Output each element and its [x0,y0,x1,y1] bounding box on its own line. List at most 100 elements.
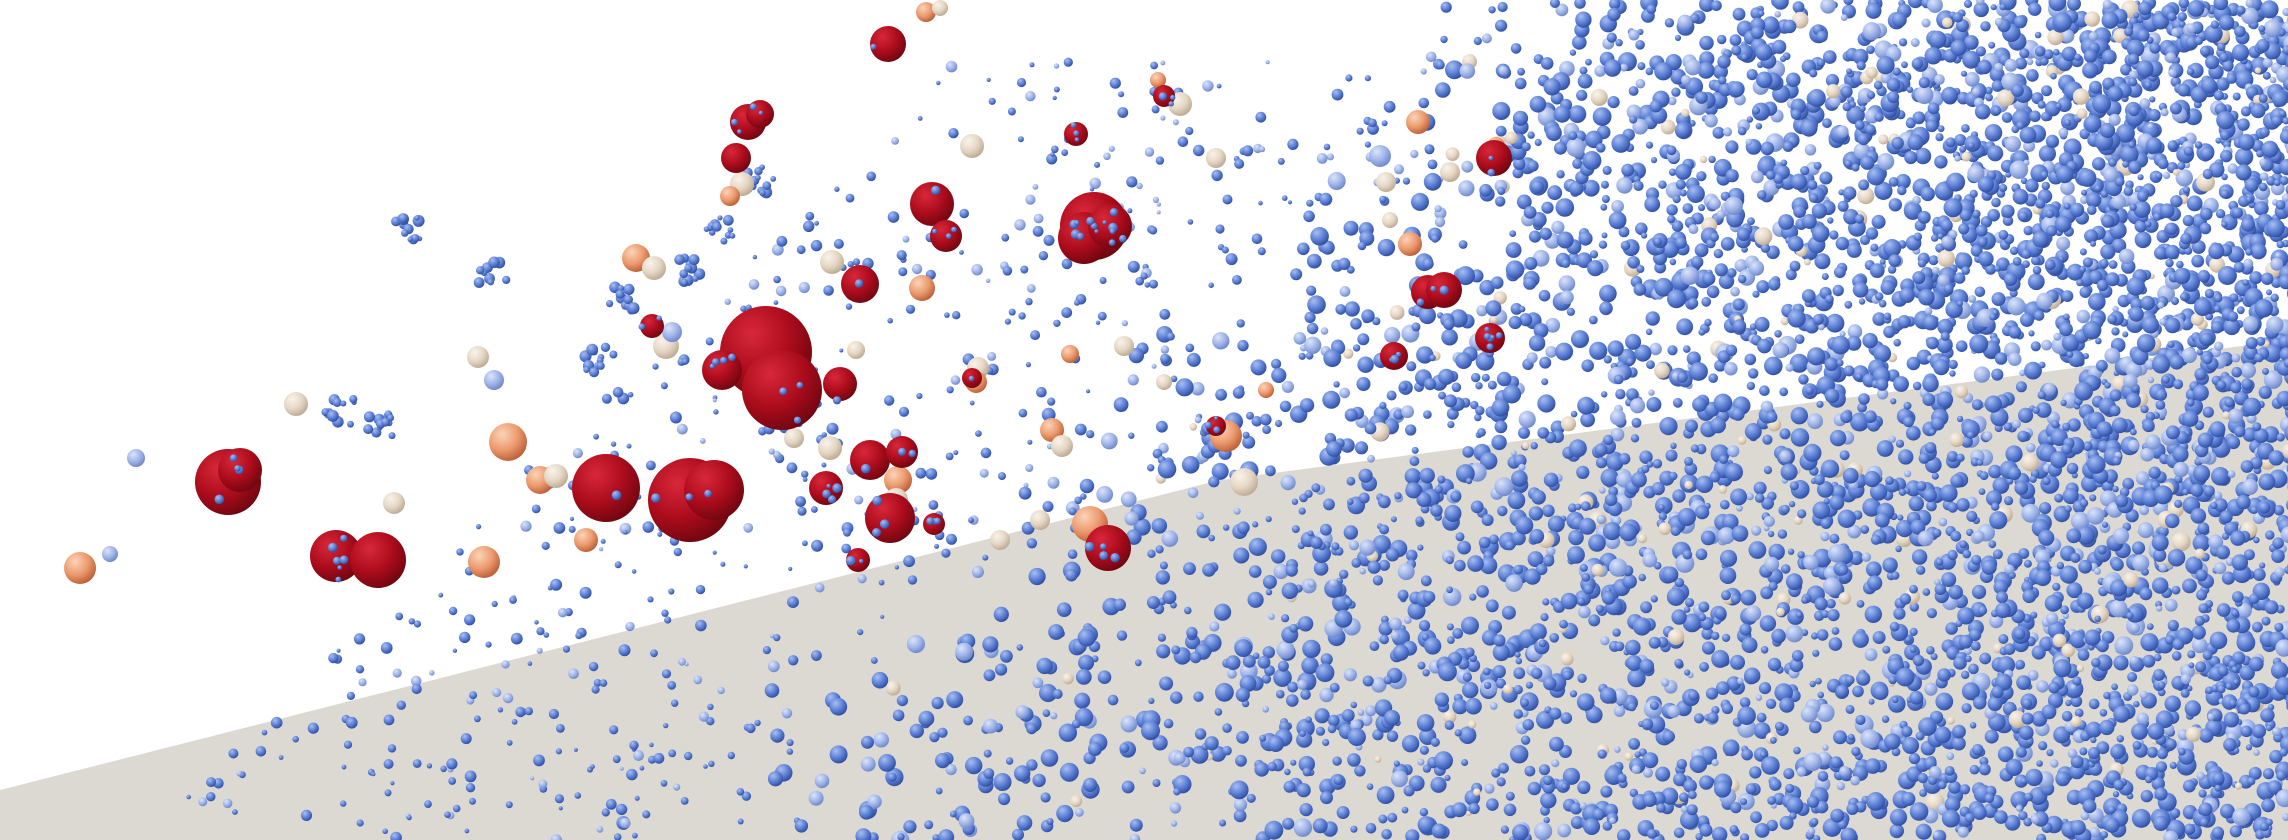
particle-blue [1638,573,1646,582]
particle-blue [1846,68,1853,75]
particle-blue [1236,731,1249,744]
particle-blue [1820,531,1830,542]
particle-blue [1983,431,1993,441]
particle-blue [2213,491,2223,501]
particle-blue [2163,171,2171,180]
particle-blue [1129,833,1141,840]
particle-blue [2229,699,2237,708]
particle-blue [1141,721,1160,741]
particle-blue [1215,388,1227,401]
particle-blue [2017,430,2029,443]
particle-blue [1840,85,1853,98]
particle-blue [1864,470,1881,488]
particle-blue [2149,96,2156,103]
particle-blue [1461,160,1474,173]
particle-blue [1510,450,1517,457]
particle-blue [1783,768,1795,780]
particle-blue [2111,417,2128,434]
particle-blue [892,709,905,722]
particle-blue [2261,140,2279,158]
particle-blue [1492,102,1511,120]
particle-blue [1601,391,1608,398]
particle-blue [1262,425,1271,434]
particle-blue [1684,58,1702,76]
particle-blue [1599,487,1606,494]
particle-blue [1134,659,1142,667]
particle-blue [1927,102,1940,115]
particle-blue [2144,220,2152,228]
particle-blue [2051,420,2060,429]
particle-blue [1888,177,1899,187]
particle-blue [1688,690,1699,701]
particle-blue [2227,311,2239,322]
particle-blue [1028,567,1046,586]
particle-blue [1196,512,1204,520]
particle-blue [2123,186,2134,196]
particle-blue [1417,661,1426,670]
particle-blue [1067,549,1078,559]
particle-blue [2216,111,2235,130]
particle-blue [1446,623,1454,631]
particle-blue [1961,670,1970,680]
particle-blue [1298,352,1306,360]
particle-blue [2147,746,2158,758]
particle-blue [2084,229,2099,244]
particle-blue [786,748,794,755]
particle-blue [1761,756,1780,775]
particle-blue [1357,356,1374,373]
particle-blue [1374,755,1382,763]
particle-blue [1814,253,1831,270]
particle-blue [1628,738,1640,750]
particle-blue [1737,436,1747,445]
particle-blue [2010,791,2029,809]
particle-blue [1885,476,1894,485]
particle-blue [1658,522,1672,536]
particle-blue [1987,696,2003,711]
particle-blue [1062,672,1074,685]
particle-blue [1637,533,1648,544]
particle-blue [1344,408,1358,422]
particle-blue [1190,745,1209,764]
particle-blue [1646,4,1657,14]
particle-blue [1711,649,1730,668]
particle-blue [1768,278,1781,291]
particle-blue [1419,808,1429,817]
particle-blue [1642,793,1657,807]
particle-blue [2172,446,2189,463]
particle-blue [1520,735,1531,745]
particle-blue [1423,410,1432,419]
particle-blue [2089,80,2102,94]
particle-blue [1956,415,1964,423]
particle-blue [1631,471,1647,488]
particle-blue [1869,263,1885,278]
particle-blue [1893,338,1901,347]
particle-blue [2061,46,2077,62]
particle-blue [1807,347,1826,366]
particle-blue [1948,781,1961,794]
particle-blue [1824,357,1839,372]
particle-blue [1304,311,1316,323]
particle-blue [1546,546,1556,556]
particle-blue [1954,155,1961,162]
particle-blue [1931,266,1940,275]
particle-blue [1262,705,1270,713]
particle-blue [1961,151,1971,162]
particle-blue [1372,317,1381,326]
particle-blue [1927,0,1943,13]
particle-blue [1299,730,1306,737]
particle-blue [1989,313,1997,321]
particle-blue [1926,608,1937,619]
particle-blue [2231,353,2241,363]
particle-blue [1537,427,1549,439]
particle-blue [1583,818,1601,835]
particle-blue [2220,149,2233,163]
particle-blue [1507,491,1526,510]
particle-blue [1553,141,1567,155]
particle-blue [2278,335,2288,349]
particle-blue [1525,681,1533,689]
particle-blue [1928,255,1939,266]
particle-blue [1874,112,1884,122]
particle-blue [1718,485,1728,494]
particle-blue [2153,668,2166,681]
particle-blue [2018,211,2029,222]
